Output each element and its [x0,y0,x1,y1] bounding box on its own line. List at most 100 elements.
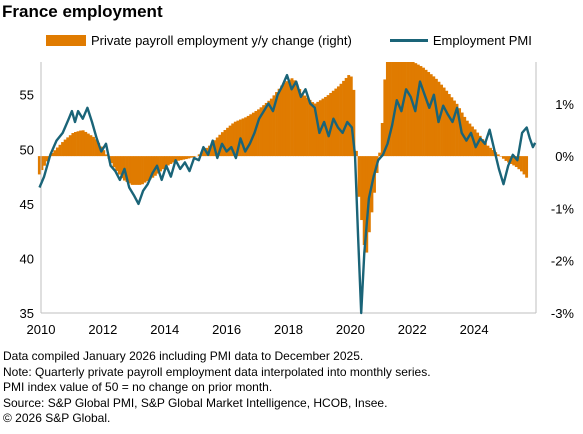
payroll-bar [159,156,162,172]
payroll-bar [404,62,407,157]
payroll-bar [452,100,456,157]
payroll-bar [306,97,309,157]
payroll-bar [202,150,206,157]
payroll-bar [298,89,302,157]
payroll-bar [257,109,260,157]
payroll-bar [293,80,297,157]
payroll-bar [74,132,77,157]
payroll-bar [383,79,387,157]
y-left-tick-label: 35 [20,306,34,321]
payroll-bar [313,103,317,157]
payroll-bar [471,126,474,157]
payroll-bar [349,76,353,157]
payroll-bar [504,156,508,161]
note-line: Note: Quarterly private payroll employme… [3,364,431,379]
payroll-bar [287,79,291,157]
payroll-bar [295,84,299,157]
payroll-bar [215,137,219,157]
payroll-bar [360,156,364,221]
payroll-bar [355,150,358,157]
payroll-bar [478,135,482,157]
payroll-bar [365,156,369,253]
payroll-bar [411,62,415,157]
payroll-bar [429,74,433,157]
payroll-bar [115,156,119,171]
payroll-bar [66,137,70,157]
payroll-bar [326,95,330,157]
payroll-bar [311,102,315,157]
legend-label-payroll: Private payroll employment y/y change (r… [91,33,352,48]
payroll-bar [84,131,88,157]
payroll-bar [427,72,431,157]
payroll-bar [378,152,382,157]
payroll-bar [156,156,160,174]
payroll-bar [424,69,428,157]
payroll-bar [169,156,173,164]
x-tick-label: 2012 [88,322,117,337]
payroll-bar [112,156,116,168]
payroll-bar [458,108,462,157]
payroll-bar [174,156,178,162]
payroll-bar [45,156,49,162]
payroll-bar [496,154,500,157]
payroll-bar [344,77,348,157]
payroll-bar [406,62,410,157]
chart-notes: Data compiled January 2026 including PMI… [3,349,431,427]
payroll-bar [264,102,268,157]
payroll-bar [300,93,304,157]
payroll-bar [143,156,147,183]
payroll-bar [231,123,235,157]
tick-labels: 2010 2012 2014 2016 2018 2020 2022 2024 35 40 45 50… [20,88,575,337]
payroll-bar [385,62,389,157]
payroll-bar [97,142,101,157]
payroll-bar [223,129,227,157]
payroll-bar [241,118,245,157]
payroll-bar [40,156,44,171]
legend-swatch-pmi [389,39,428,42]
y-right-tick-label: -3% [551,306,575,321]
note-line: © 2026 S&P Global. [3,411,111,426]
legend-label-pmi: Employment PMI [432,33,532,48]
payroll-bar [228,125,232,157]
payroll-bar [192,156,196,157]
payroll-bar [161,156,165,170]
x-tick-label: 2020 [336,322,365,337]
payroll-bar [246,115,250,157]
payroll-bar [514,156,518,168]
payroll-bar [187,156,191,159]
payroll-bar [352,89,356,157]
note-line: Data compiled January 2026 including PMI… [3,349,364,363]
payroll-bar [102,150,106,157]
payroll-bar [357,156,361,197]
y-right-tick-label: 0% [555,149,574,164]
payroll-bar [254,111,258,157]
payroll-bar [380,123,384,157]
payroll-bar [166,156,170,166]
x-tick-label: 2010 [27,322,56,337]
payroll-bar [422,67,425,157]
payroll-bar [259,107,263,157]
payroll-bar [342,80,346,157]
chart-legend: Private payroll employment y/y change (r… [46,33,532,48]
payroll-bar [151,156,155,178]
payroll-bar [37,156,41,175]
payroll-bar [117,156,121,175]
payroll-bar [468,123,472,157]
payroll-bar [440,84,443,157]
payroll-bar [481,139,485,157]
payroll-bar [210,142,214,157]
payroll-bars [37,62,529,253]
payroll-bar [177,156,181,161]
payroll-bar [339,83,343,157]
payroll-bar [182,156,186,160]
note-line: PMI index value of 50 = no change on pri… [3,380,273,395]
payroll-bar [362,156,366,246]
payroll-bar [507,156,511,163]
payroll-bar [489,147,492,157]
payroll-bar [86,133,90,157]
payroll-bar [249,114,253,157]
payroll-bar [171,156,175,163]
payroll-bar [233,121,237,157]
payroll-bar [128,156,132,184]
